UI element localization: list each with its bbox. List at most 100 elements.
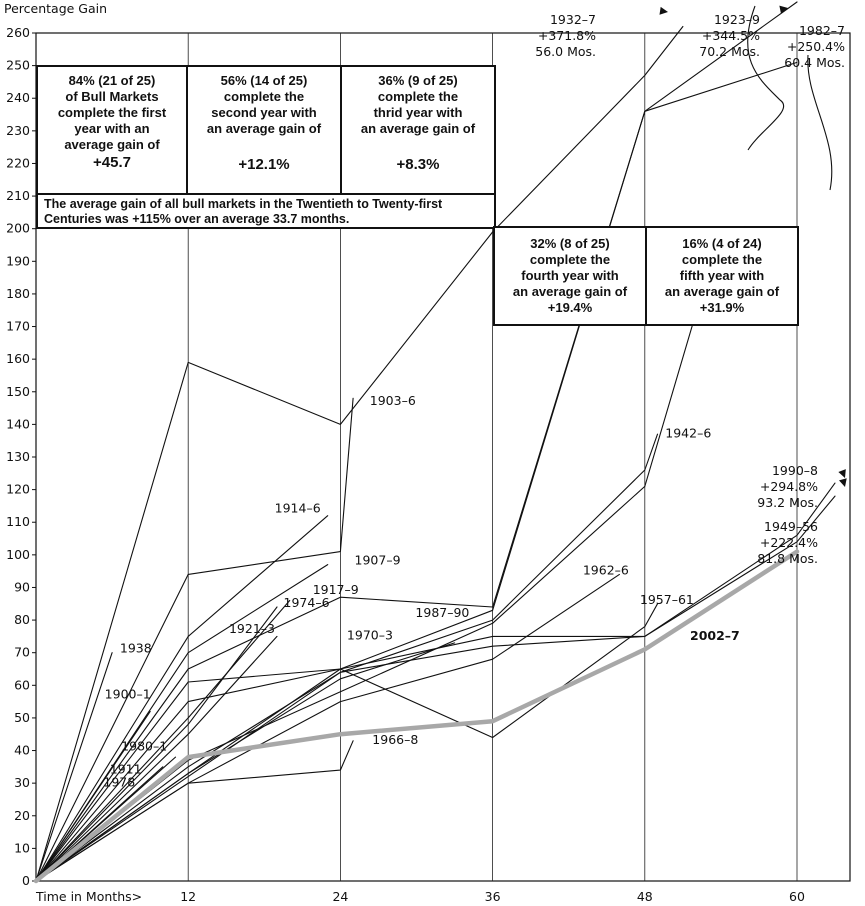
x-tick-label: 36 <box>485 889 501 904</box>
end-label: +250.4% <box>787 39 845 54</box>
series-line <box>35 652 113 882</box>
summary-note-box: The average gain of all bull markets in … <box>36 193 496 229</box>
summary-value: +8.3% <box>396 156 440 173</box>
line-label: 1907–9 <box>355 553 401 568</box>
y-tick-label: 90 <box>14 579 30 594</box>
series-line <box>35 710 151 882</box>
y-tick-label: 70 <box>14 645 30 660</box>
series-line <box>33 549 800 884</box>
y-tick-label: 100 <box>6 547 30 562</box>
y-tick-label: 150 <box>6 384 30 399</box>
line-label: 1957–61 <box>640 592 694 607</box>
line-label: 1987–90 <box>415 605 469 620</box>
summary-box-year-2: 56% (14 of 25) complete the second year … <box>186 65 342 195</box>
summary-box-year-3: 36% (9 of 25) complete the thrid year wi… <box>340 65 496 195</box>
y-tick-label: 140 <box>6 416 30 431</box>
x-axis-title: Time in Months> <box>35 889 142 904</box>
series-line <box>35 25 684 882</box>
summary-box-year-5: 16% (4 of 24) complete the fifth year wi… <box>645 226 799 326</box>
line-label: 1917–9 <box>313 582 359 597</box>
x-tick-label: 60 <box>789 889 805 904</box>
y-tick-label: 0 <box>22 873 30 888</box>
end-label: 60.4 Mos. <box>784 55 845 70</box>
summary-value: +31.9% <box>699 300 745 315</box>
y-tick-label: 200 <box>6 221 30 236</box>
summary-value: +45.7 <box>93 154 131 171</box>
y-tick-label: 230 <box>6 123 30 138</box>
y-tick-label: 260 <box>6 25 30 40</box>
summary-box-year-1: 84% (21 of 25) of Bull Markets complete … <box>36 65 188 195</box>
end-label: +344.5% <box>702 28 760 43</box>
arrow-head <box>839 478 847 487</box>
y-tick-label: 80 <box>14 612 30 627</box>
series-line <box>35 606 278 882</box>
series-line <box>35 1 798 882</box>
line-label: 1978 <box>103 774 135 789</box>
series-line <box>35 482 836 882</box>
end-label: +371.8% <box>538 28 596 43</box>
y-tick-label: 110 <box>6 514 30 529</box>
y-tick-label: 160 <box>6 351 30 366</box>
y-tick-label: 250 <box>6 58 30 73</box>
series-line <box>35 573 620 882</box>
line-label: 1980–1 <box>121 739 167 754</box>
x-tick-label: 24 <box>332 889 348 904</box>
y-tick-label: 20 <box>14 808 30 823</box>
line-label: 1921–3 <box>229 621 275 636</box>
series-line <box>35 433 659 882</box>
y-tick-label: 30 <box>14 775 30 790</box>
arrow-head <box>659 6 668 15</box>
end-label: 56.0 Mos. <box>535 44 596 59</box>
series-line <box>35 515 329 882</box>
line-label: 1942–6 <box>665 425 711 440</box>
grid-layer: 0 10 20 30 40 50 60 70 80 90 100 110 120 130 140 150 160… <box>6 25 851 904</box>
end-label: 1982–7 <box>799 23 845 38</box>
y-tick-label: 10 <box>14 840 30 855</box>
end-label: +222.4% <box>760 535 818 550</box>
y-tick-label: 220 <box>6 155 30 170</box>
series-line <box>35 397 354 882</box>
summary-note: The average gain of all bull markets in … <box>44 197 443 226</box>
x-tick-label: 48 <box>637 889 653 904</box>
line-label: 1900–1 <box>105 686 151 701</box>
end-label: 70.2 Mos. <box>699 44 760 59</box>
series-line <box>35 642 456 882</box>
y-tick-label: 50 <box>14 710 30 725</box>
y-tick-label: 210 <box>6 188 30 203</box>
series-line <box>35 61 798 882</box>
end-label: 1923–9 <box>714 12 760 27</box>
y-tick-label: 130 <box>6 449 30 464</box>
end-label: 81.8 Mos. <box>757 551 818 566</box>
y-tick-label: 170 <box>6 319 30 334</box>
line-label: 1938 <box>120 641 152 656</box>
series-line <box>35 635 278 882</box>
arrow-head-shape <box>838 469 846 478</box>
y-tick-label: 190 <box>6 253 30 268</box>
summary-box-year-4: 32% (8 of 25) complete the fourth year w… <box>493 226 647 326</box>
summary-value: +12.1% <box>238 156 290 173</box>
y-tick-label: 120 <box>6 482 30 497</box>
y-axis-title: Percentage Gain <box>4 1 107 16</box>
y-tick-label: 180 <box>6 286 30 301</box>
line-label: 1962–6 <box>583 562 629 577</box>
line-label: 1911 <box>110 761 142 776</box>
series-continuation <box>747 5 785 151</box>
end-label: 1990–8 <box>772 463 818 478</box>
highlight-series-label: 2002–7 <box>690 628 740 643</box>
arrow-head-shape <box>779 5 788 14</box>
line-label: 1914–6 <box>275 500 321 515</box>
end-label: 1932–7 <box>550 12 596 27</box>
summary-value: +19.4% <box>547 300 593 315</box>
arrow-head-shape <box>839 478 847 487</box>
y-tick-label: 40 <box>14 743 30 758</box>
series-line <box>35 599 291 882</box>
arrow-head <box>779 5 788 14</box>
series-line <box>35 603 659 882</box>
y-tick-label: 60 <box>14 677 30 692</box>
end-label: 1949–56 <box>764 519 818 534</box>
series-line <box>35 740 354 882</box>
x-tick-label: 12 <box>180 889 196 904</box>
arrow-head-shape <box>659 6 668 15</box>
